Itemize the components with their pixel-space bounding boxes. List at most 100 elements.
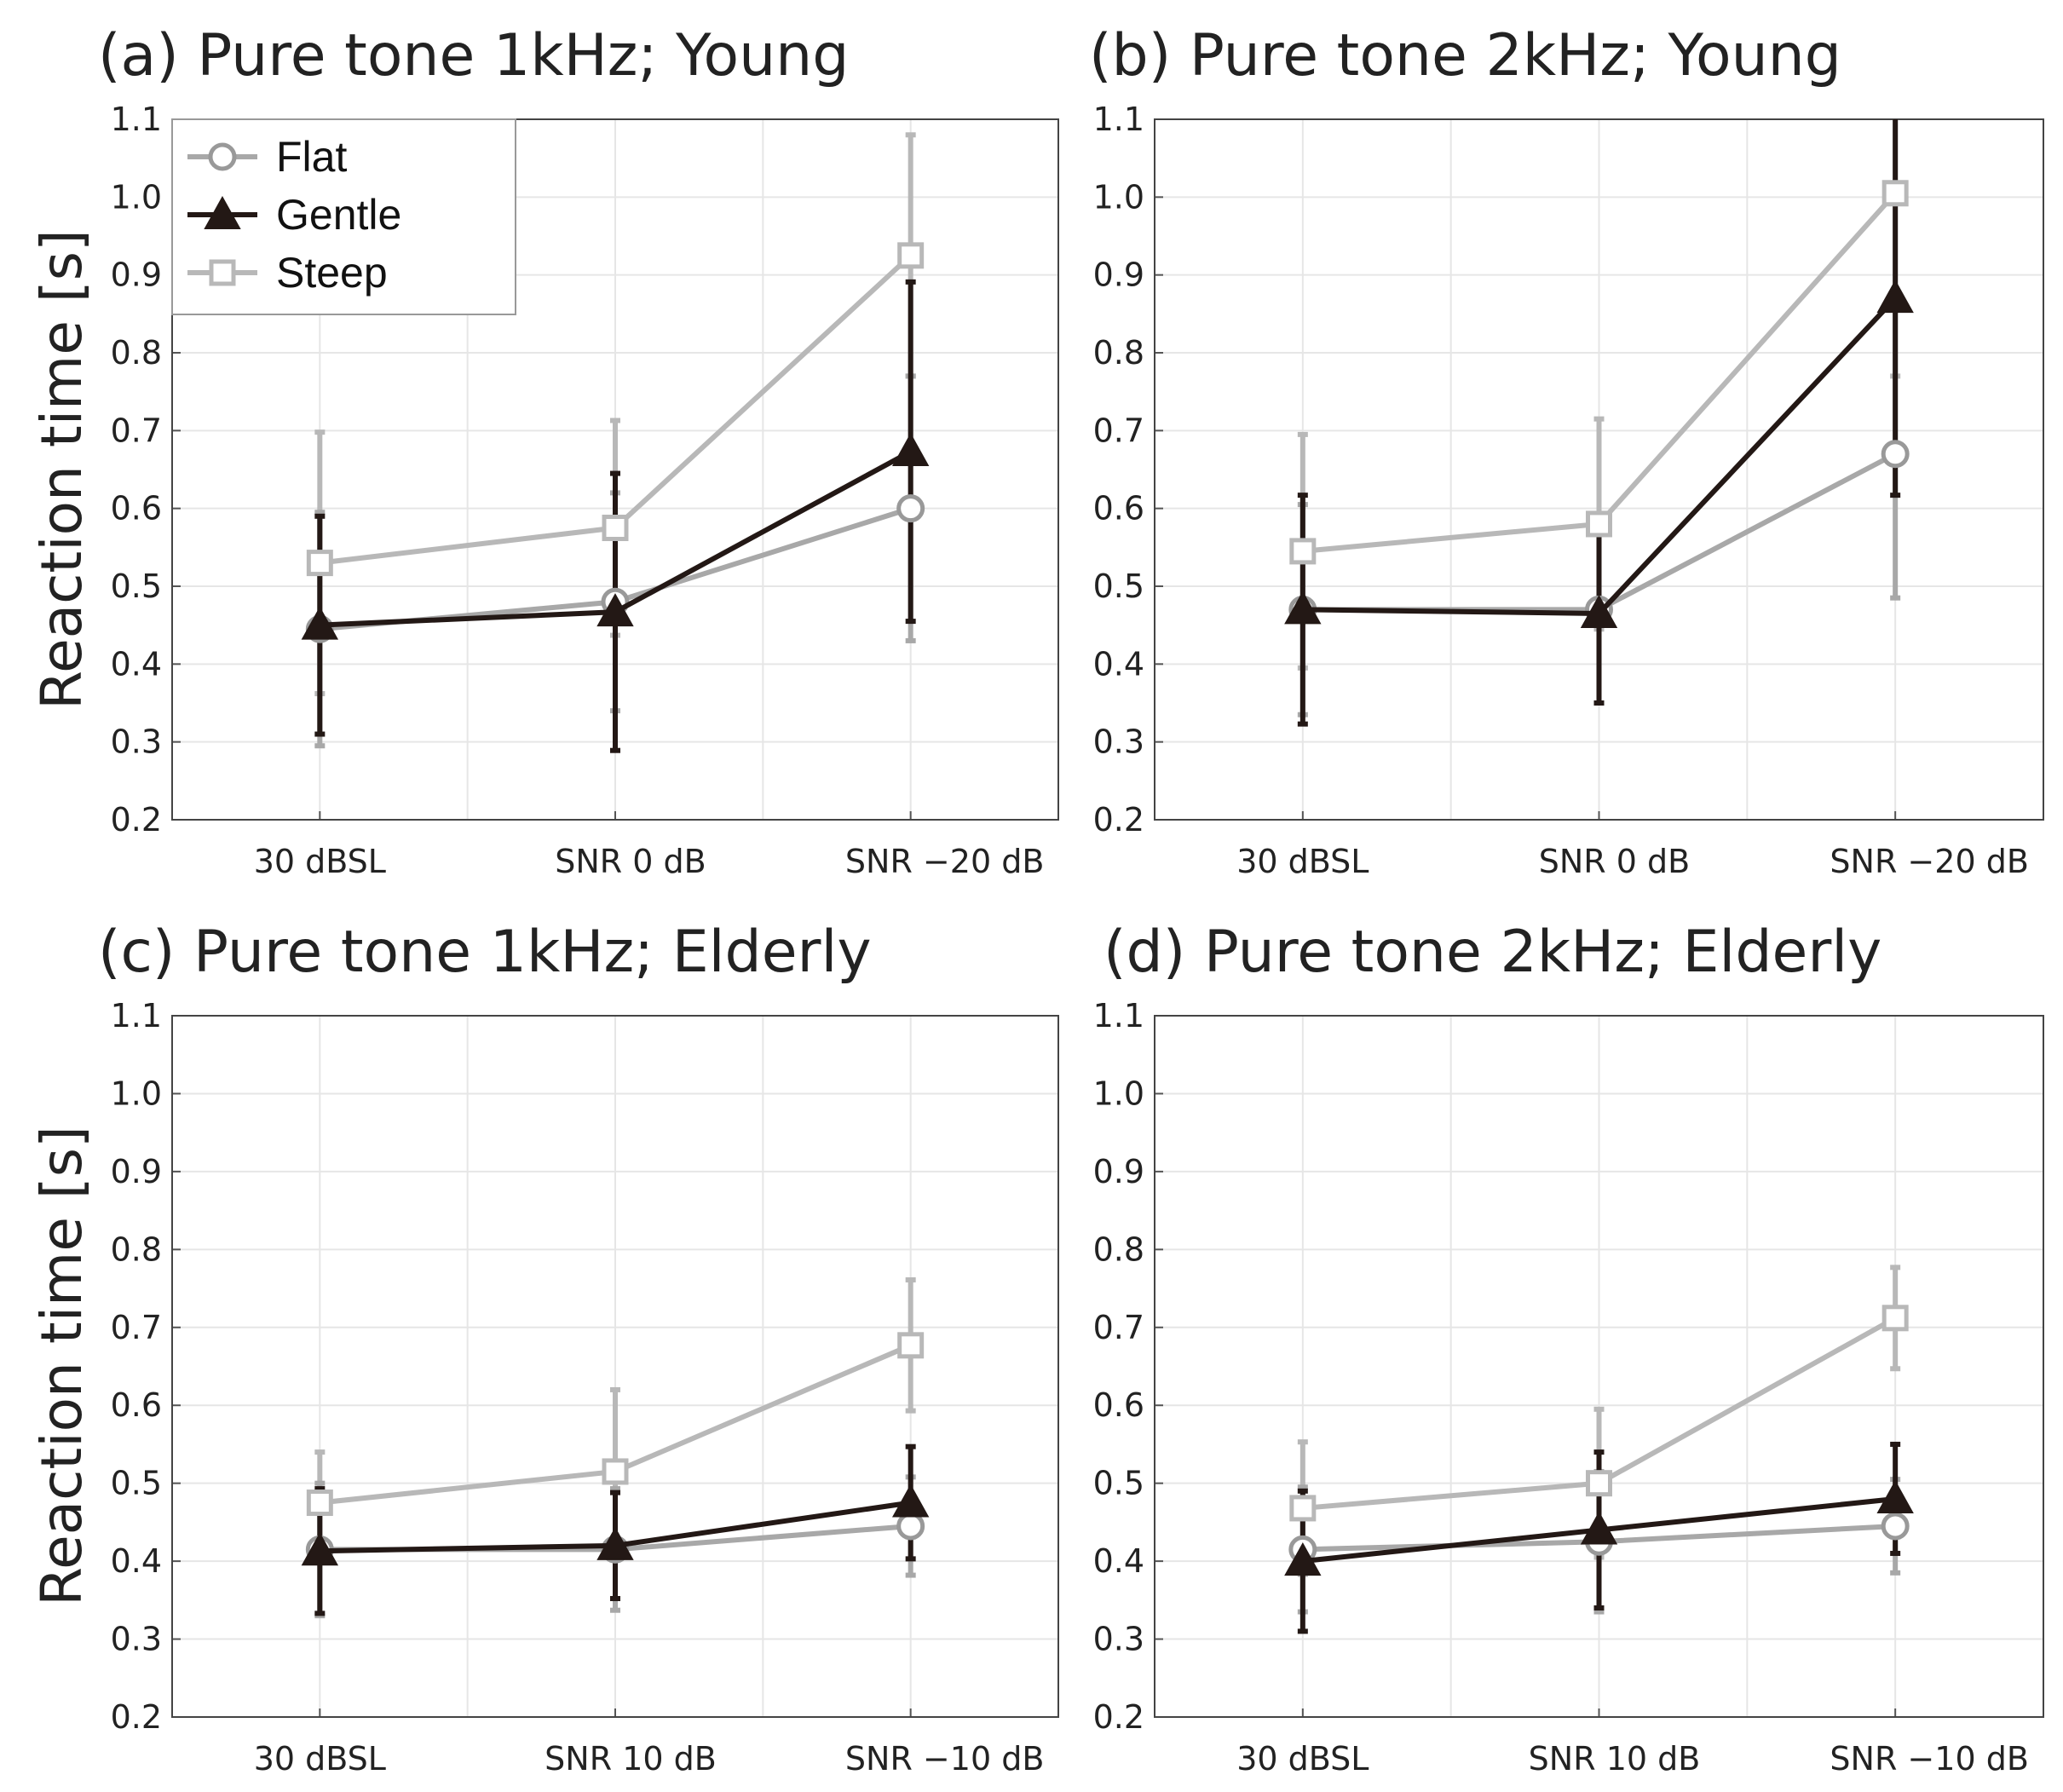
legend-marker-circle-icon [208, 142, 237, 171]
data-point [602, 1458, 629, 1485]
data-point [1876, 279, 1914, 314]
data-point [896, 494, 925, 523]
y-tick-label: 0.2 [111, 801, 162, 838]
x-tick-label: SNR −10 dB [845, 1740, 1045, 1778]
panel-c: 0.2 0.3 0.4 0.5 0.6 0.7 0.8 0.9 1.0 1.1 30 dBSL SNR… [29, 919, 1059, 1778]
series-line-gentle [1284, 1479, 1914, 1576]
y-tick-label: 0.7 [111, 1309, 162, 1346]
legend: Flat Gentle Steep [171, 118, 516, 315]
series-line-gentle [301, 1484, 930, 1566]
data-point [306, 550, 333, 577]
legend-label: Gentle [276, 191, 401, 239]
chart-title: (c) Pure tone 1kHz; Elderly [98, 919, 872, 986]
legend-label: Steep [276, 249, 388, 297]
x-tick-label: SNR −10 dB [1830, 1740, 2029, 1778]
y-tick-label: 0.5 [111, 1465, 162, 1502]
data-point [896, 1512, 925, 1541]
data-point [897, 1332, 925, 1359]
y-tick-label: 0.4 [111, 1542, 162, 1580]
data-layer [301, 1276, 930, 1619]
data-point [891, 1484, 930, 1518]
data-point [602, 515, 629, 541]
y-tick-label: 0.9 [111, 1153, 162, 1190]
data-point [596, 1526, 634, 1560]
series-line-steep [1289, 1305, 1909, 1522]
data-point [1586, 510, 1612, 538]
series-line-steep [306, 242, 925, 577]
y-tick-label: 1.0 [111, 178, 162, 216]
x-tick-label: SNR −20 dB [1830, 843, 2029, 880]
y-tick-label: 1.1 [1093, 101, 1144, 138]
data-point [1580, 594, 1618, 628]
series-line-gentle [1284, 279, 1914, 628]
data-point [306, 1489, 333, 1517]
y-tick-label: 1.0 [1093, 1075, 1144, 1112]
x-tick-label: SNR 0 dB [555, 843, 706, 880]
data-point [301, 606, 339, 640]
y-tick-label: 0.9 [1093, 1153, 1144, 1190]
y-tick-label: 1.1 [1093, 997, 1144, 1034]
series-line-steep [306, 1332, 925, 1517]
x-tick-label: SNR −20 dB [845, 843, 1045, 880]
y-tick-label: 0.4 [1093, 645, 1144, 683]
y-tick-label: 0.9 [111, 256, 162, 294]
x-tick-label: SNR 10 dB [545, 1740, 717, 1778]
x-tick-label: SNR 10 dB [1529, 1740, 1701, 1778]
data-point [1289, 538, 1317, 565]
y-tick-label: 0.3 [1093, 1621, 1144, 1658]
y-tick-label: 0.6 [111, 1386, 162, 1424]
data-point [1881, 1512, 1910, 1541]
x-tick-label: 30 dBSL [1236, 843, 1369, 880]
y-tick-label: 1.0 [1093, 178, 1144, 216]
data-point [1284, 591, 1322, 625]
series-line-steep [1289, 180, 1909, 565]
legend-marker-triangle-icon [204, 195, 241, 229]
y-tick-label: 0.3 [1093, 723, 1144, 761]
data-point [301, 1532, 339, 1566]
y-tick-label: 0.4 [1093, 1542, 1144, 1580]
data-point [1881, 180, 1909, 207]
y-tick-label: 0.8 [1093, 334, 1144, 372]
data-point [1289, 1495, 1317, 1522]
y-tick-label: 0.5 [111, 568, 162, 605]
chart-title: (a) Pure tone 1kHz; Young [98, 22, 849, 89]
data-point [1580, 1511, 1618, 1545]
y-tick-label: 0.7 [1093, 412, 1144, 449]
y-tick-label: 0.4 [111, 645, 162, 683]
y-axis-label: Reaction time [s] [29, 1126, 95, 1606]
y-tick-label: 1.0 [111, 1075, 162, 1112]
data-point [596, 593, 634, 627]
data-point [891, 432, 930, 466]
legend-label: Flat [276, 133, 347, 181]
panel-b: 0.2 0.3 0.4 0.5 0.6 0.7 0.8 0.9 1.0 1.1 30 dBSL SNR… [1089, 22, 2044, 880]
data-point [1881, 440, 1910, 469]
x-tick-label: SNR 0 dB [1539, 843, 1690, 880]
y-tick-label: 0.6 [111, 490, 162, 527]
y-tick-label: 0.8 [111, 334, 162, 372]
panel-d: 0.2 0.3 0.4 0.5 0.6 0.7 0.8 0.9 1.0 1.1 30 dBSL SNR… [1093, 919, 2044, 1778]
plot-frame [171, 1015, 1059, 1718]
legend-marker-square-icon [209, 259, 236, 286]
plot-frame [1154, 1015, 2044, 1718]
y-tick-label: 1.1 [111, 101, 162, 138]
y-tick-label: 0.5 [1093, 1465, 1144, 1502]
y-tick-label: 0.6 [1093, 1386, 1144, 1424]
y-tick-label: 0.3 [111, 723, 162, 761]
y-tick-label: 0.3 [111, 1621, 162, 1658]
y-tick-label: 0.7 [111, 412, 162, 449]
panel-a: 0.2 0.3 0.4 0.5 0.6 0.7 0.8 0.9 1.0 1.1 30 dBSL SNR… [29, 22, 1059, 880]
y-tick-label: 0.8 [1093, 1230, 1144, 1268]
data-point [1876, 1479, 1914, 1513]
data-point [897, 242, 925, 269]
y-tick-label: 0.9 [1093, 256, 1144, 294]
chart-title: (b) Pure tone 2kHz; Young [1089, 22, 1841, 89]
data-point [1586, 1470, 1612, 1497]
y-tick-label: 0.2 [1093, 1698, 1144, 1736]
x-tick-label: 30 dBSL [254, 843, 386, 880]
data-point [1284, 1542, 1322, 1576]
chart-title: (d) Pure tone 2kHz; Elderly [1104, 919, 1881, 986]
plot-frame [1154, 118, 2044, 821]
y-tick-label: 0.7 [1093, 1309, 1144, 1346]
data-layer [301, 132, 930, 753]
